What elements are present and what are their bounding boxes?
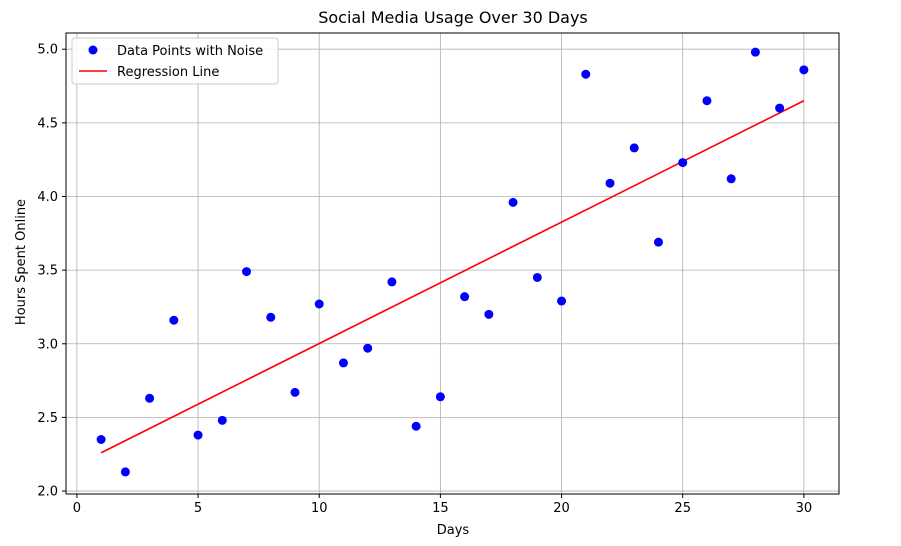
data-point — [96, 435, 106, 445]
data-point — [702, 96, 712, 106]
data-point — [120, 467, 130, 477]
data-point — [532, 272, 542, 282]
data-point — [435, 392, 445, 402]
data-point — [653, 237, 663, 247]
data-point — [411, 421, 421, 431]
x-tick-label: 10 — [311, 501, 328, 516]
data-point — [750, 47, 760, 57]
chart-title: Social Media Usage Over 30 Days — [318, 8, 588, 27]
legend-label-scatter: Data Points with Noise — [117, 44, 263, 59]
x-axis-label: Days — [437, 523, 470, 538]
y-tick-label: 4.0 — [37, 190, 58, 205]
data-point — [217, 415, 227, 425]
y-tick-label: 3.5 — [37, 264, 58, 279]
data-point — [193, 430, 203, 440]
data-point — [314, 299, 324, 309]
data-point — [387, 277, 397, 287]
legend-marker-scatter — [88, 45, 98, 55]
x-tick-label: 5 — [194, 501, 202, 516]
data-point — [581, 69, 591, 79]
y-tick-label: 4.5 — [37, 116, 58, 131]
y-axis-label: Hours Spent Online — [14, 199, 29, 325]
data-point — [145, 393, 155, 403]
plot-frame — [65, 32, 840, 495]
data-point — [363, 343, 373, 353]
y-axis-ticks: 2.0 2.5 3.0 3.5 4.0 4.5 5.0 — [37, 43, 66, 500]
data-point — [605, 178, 615, 188]
data-point — [678, 158, 688, 168]
y-tick-label: 5.0 — [37, 43, 58, 58]
data-point — [460, 292, 470, 302]
data-point — [799, 65, 809, 75]
legend-label-line: Regression Line — [117, 65, 219, 80]
data-point — [338, 358, 348, 368]
y-tick-label: 2.0 — [37, 485, 58, 500]
scatter-series — [96, 47, 809, 477]
y-tick-label: 2.5 — [37, 411, 58, 426]
x-tick-label: 25 — [674, 501, 691, 516]
data-point — [484, 309, 494, 319]
x-axis-ticks: 0 5 10 15 20 25 30 — [73, 494, 812, 516]
legend: Data Points with Noise Regression Line — [71, 37, 279, 85]
data-point — [726, 174, 736, 184]
regression-line-series — [100, 100, 805, 454]
data-point — [242, 267, 252, 277]
regression-line — [100, 100, 805, 454]
y-tick-label: 3.0 — [37, 337, 58, 352]
data-point — [266, 312, 276, 322]
x-tick-label: 20 — [553, 501, 570, 516]
x-tick-label: 15 — [432, 501, 449, 516]
data-point — [169, 315, 179, 325]
grid — [66, 33, 839, 494]
data-point — [775, 103, 785, 113]
data-point — [629, 143, 639, 153]
legend-box — [71, 37, 279, 85]
x-tick-label: 0 — [73, 501, 81, 516]
data-point — [508, 197, 518, 207]
data-point — [290, 387, 300, 397]
data-point — [557, 296, 567, 306]
x-tick-label: 30 — [796, 501, 813, 516]
